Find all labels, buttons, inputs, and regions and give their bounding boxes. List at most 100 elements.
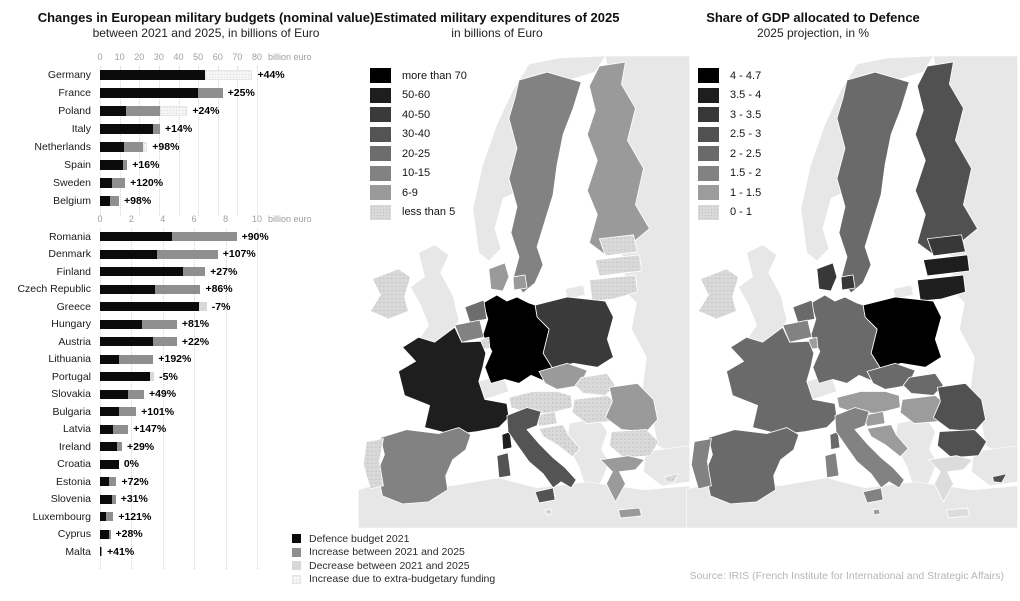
country-label: Spain	[64, 159, 91, 171]
country-cyprus	[992, 473, 1008, 484]
bar-row-latvia: Latvia +147%	[8, 421, 356, 439]
map-legend-item: less than 5	[370, 203, 467, 223]
stacked-bar: +14%	[100, 123, 192, 135]
gridline	[162, 228, 164, 569]
map-legend-item: 4 - 4.7	[698, 66, 761, 86]
country-denmark	[488, 262, 510, 292]
segment-base	[100, 337, 154, 347]
country-croatia	[538, 424, 581, 458]
axis-tick: 40	[173, 52, 184, 62]
bar-chart-title-block: Changes in European military budgets (no…	[10, 10, 402, 41]
segment-increase	[110, 196, 120, 206]
country-label: Netherlands	[34, 141, 91, 153]
gridline	[225, 228, 227, 569]
segment-base	[100, 267, 184, 277]
country-france	[398, 326, 510, 436]
x-axis: 0 10 20 30 40 50 60 70 80 billion euro	[8, 52, 356, 66]
change-percentage-label: +86%	[205, 283, 233, 296]
map-legend-item: 2.5 - 3	[698, 125, 761, 145]
map-legend-item: 20-25	[370, 144, 467, 164]
map-legend-label: 3.5 - 4	[730, 89, 762, 102]
map-legend-swatch	[698, 146, 719, 162]
bar-row-romania: Romania +90%	[8, 228, 356, 246]
segment-increase	[118, 407, 137, 417]
country-greece	[599, 455, 646, 503]
country-label: Belgium	[53, 195, 91, 207]
bar-row-slovakia: Slovakia +49%	[8, 386, 356, 404]
source-note: Source: IRIS (French Institute for Inter…	[689, 570, 1004, 582]
map-legend-item: 1.5 - 2	[698, 164, 761, 184]
region-turkey	[643, 445, 690, 487]
bar-row-finland: Finland +27%	[8, 263, 356, 281]
country-corsica	[829, 431, 841, 451]
country-label: Cyprus	[57, 528, 91, 541]
change-percentage-label: +98%	[152, 141, 180, 153]
segment-base	[100, 477, 110, 487]
axis-tick: 10	[114, 52, 125, 62]
country-label: Latvia	[62, 423, 91, 436]
country-ireland	[369, 268, 411, 320]
segment-increase	[109, 477, 117, 487]
segment-increase	[106, 512, 114, 522]
map-legend-swatch	[698, 107, 719, 123]
change-percentage-label: +147%	[133, 423, 167, 436]
bar-row-estonia: Estonia +72%	[8, 473, 356, 491]
country-sweden	[508, 71, 582, 294]
gridline	[217, 66, 219, 216]
bar-row-bulgaria: Bulgaria +101%	[8, 403, 356, 421]
stacked-bar: +22%	[100, 336, 209, 348]
map-legend-label: 2 - 2.5	[730, 147, 762, 160]
segment-base	[100, 512, 107, 522]
segment-increase	[153, 124, 161, 134]
bar-row-greece: Greece -7%	[8, 298, 356, 316]
bar-row-italy: Italy +14%	[8, 120, 356, 138]
axis-unit-label: billion euro	[268, 214, 312, 224]
country-label: Czech Republic	[17, 283, 91, 296]
country-label: France	[58, 87, 91, 99]
segment-increase	[154, 284, 201, 294]
map-legend-item: 0 - 1	[698, 203, 761, 223]
gridline	[119, 66, 121, 216]
map-legend-label: 1.5 - 2	[730, 167, 762, 180]
segment-increase	[101, 547, 103, 557]
bar-row-denmark: Denmark +107%	[8, 246, 356, 264]
map-legend-swatch	[698, 126, 719, 142]
gdp-map-title: Share of GDP allocated to Defence	[706, 10, 920, 25]
stacked-bar: +147%	[100, 423, 167, 436]
segment-increase	[142, 319, 177, 329]
segment-base	[100, 529, 109, 539]
country-label: Malta	[65, 545, 91, 558]
expenditure-map-subtitle: in billions of Euro	[451, 26, 543, 40]
axis-tick: 30	[153, 52, 164, 62]
gdp-choropleth-map	[686, 56, 1018, 528]
stacked-bar: 0%	[100, 458, 139, 470]
axis-tick: 50	[193, 52, 204, 62]
map-legend-label: 20-25	[402, 147, 431, 160]
segment-base	[100, 70, 205, 80]
map-legend-label: 10-15	[402, 167, 431, 180]
budgets-bar-chart: 0 10 20 30 40 50 60 70 80 billion euro Germany +44%…	[8, 52, 356, 569]
segment-base	[100, 196, 110, 206]
segment-increase	[112, 424, 129, 434]
country-crete	[617, 507, 643, 519]
segment-base	[100, 319, 143, 329]
gridline	[194, 228, 196, 569]
bar-chart-title: Changes in European military budgets (no…	[37, 10, 375, 25]
segment-base	[100, 459, 119, 469]
map-legend-label: 2.5 - 3	[730, 128, 762, 141]
country-portugal	[690, 438, 712, 490]
legend-swatch-base	[292, 534, 301, 543]
map-legend-item: 50-60	[370, 86, 467, 106]
segment-increase	[153, 337, 177, 347]
country-label: Germany	[47, 69, 91, 81]
map-legend-swatch	[370, 185, 391, 201]
country-label: Greece	[56, 300, 91, 313]
change-percentage-label: +120%	[130, 177, 164, 189]
change-percentage-label: +27%	[210, 265, 238, 278]
bar-chart-legend: Defence budget 2021 Increase between 2021…	[292, 532, 495, 586]
segment-base	[100, 389, 129, 399]
change-percentage-label: +29%	[126, 440, 155, 453]
segment-base	[100, 88, 199, 98]
legend-item-extra: Increase due to extra-budgetary funding	[292, 573, 495, 586]
map-legend-label: 0 - 1	[730, 206, 753, 219]
